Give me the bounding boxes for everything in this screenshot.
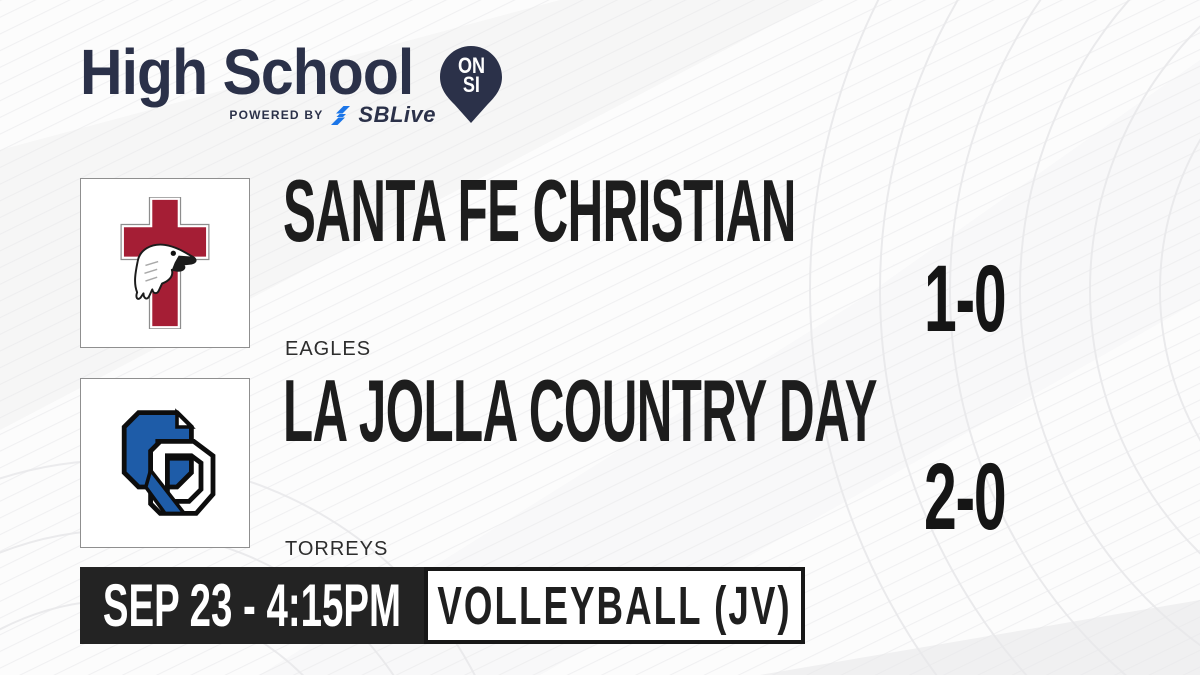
sport-level: VOLLEYBALL (JV)	[437, 575, 792, 636]
powered-by-row: POWERED BY SBLive	[80, 102, 436, 128]
powered-by-label: POWERED BY	[229, 108, 324, 122]
interlocked-cd-monogram-icon	[121, 408, 216, 516]
team2-logo-box	[80, 378, 250, 548]
team1-score: 1-0	[924, 246, 1007, 352]
sblive-s-bolt-icon	[331, 105, 351, 125]
eagle-over-cross-crest-icon	[120, 197, 210, 329]
sblive-wordmark: SBLive	[358, 102, 436, 127]
team2-score: 2-0	[924, 444, 1007, 550]
on-si-pin-label: ON SI	[440, 53, 502, 97]
on-si-pin-icon: ON SI	[440, 46, 502, 123]
pin-line-si: SI	[462, 72, 480, 97]
sport-level-box: VOLLEYBALL (JV)	[424, 567, 805, 644]
team1-name: SANTA FE CHRISTIAN	[283, 161, 796, 260]
game-datetime-box: SEP 23 - 4:15PM	[80, 567, 424, 644]
team1-mascot-label: EAGLES	[285, 338, 372, 360]
brand-title: High School	[80, 38, 442, 106]
team2-mascot-label: TORREYS	[285, 538, 389, 560]
pin-line-on: ON	[457, 53, 485, 78]
team1-logo-box	[80, 178, 250, 348]
team2-name: LA JOLLA COUNTRY DAY	[283, 361, 877, 460]
brand-title-text: High School	[80, 36, 414, 108]
game-datetime: SEP 23 - 4:15PM	[102, 572, 402, 639]
